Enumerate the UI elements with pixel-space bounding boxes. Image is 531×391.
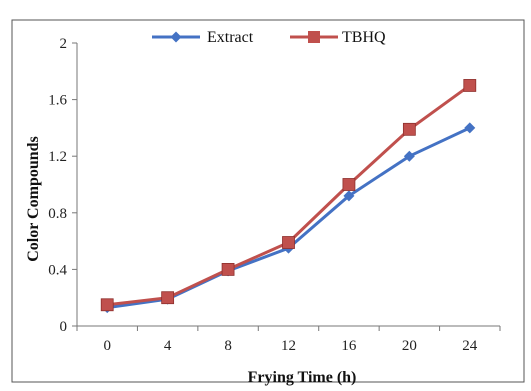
x-tick-label: 0 <box>103 338 111 354</box>
x-tick-label: 20 <box>402 338 417 354</box>
y-tick-labels: 0 0.4 0.8 1.2 1.6 2 <box>48 36 67 335</box>
data-point-extract <box>343 190 355 202</box>
x-tick-label: 16 <box>341 338 357 354</box>
data-point-tbhq <box>100 298 114 312</box>
y-tick-label: 1.2 <box>48 149 67 165</box>
legend-marker-tbhq <box>308 31 320 43</box>
legend: Extract TBHQ <box>152 29 386 46</box>
series-tbhq <box>100 79 477 312</box>
y-tick-label: 0 <box>60 319 68 335</box>
legend-label-tbhq: TBHQ <box>342 29 386 46</box>
data-point-tbhq <box>342 178 356 191</box>
data-point-extract <box>464 122 476 134</box>
data-point-extract <box>403 150 415 162</box>
series-group <box>100 79 477 314</box>
legend-item-tbhq: TBHQ <box>290 29 386 46</box>
data-point-tbhq <box>282 236 295 249</box>
data-point-tbhq <box>221 262 235 276</box>
x-tick-labels: 0 4 8 12 16 20 24 <box>103 338 477 354</box>
legend-item-extract: Extract <box>152 29 254 46</box>
x-tick-label: 12 <box>281 338 296 354</box>
data-point-tbhq <box>463 79 477 92</box>
x-tick-label: 8 <box>224 338 232 354</box>
y-tick-label: 0.4 <box>48 262 67 278</box>
legend-marker-extract <box>170 31 182 43</box>
axes <box>72 42 501 331</box>
y-tick-label: 0.8 <box>48 206 67 222</box>
x-tick-label: 4 <box>164 338 172 354</box>
chart-frame <box>11 19 525 383</box>
data-point-tbhq <box>402 122 416 136</box>
x-tick-label: 24 <box>462 338 478 354</box>
x-axis-title: Frying Time (h) <box>248 369 357 386</box>
data-point-tbhq <box>161 291 175 305</box>
y-tick-label: 1.6 <box>48 93 67 109</box>
y-axis-title: Color Compounds <box>25 136 42 262</box>
y-tick-label: 2 <box>60 36 68 52</box>
legend-label-extract: Extract <box>207 29 254 46</box>
